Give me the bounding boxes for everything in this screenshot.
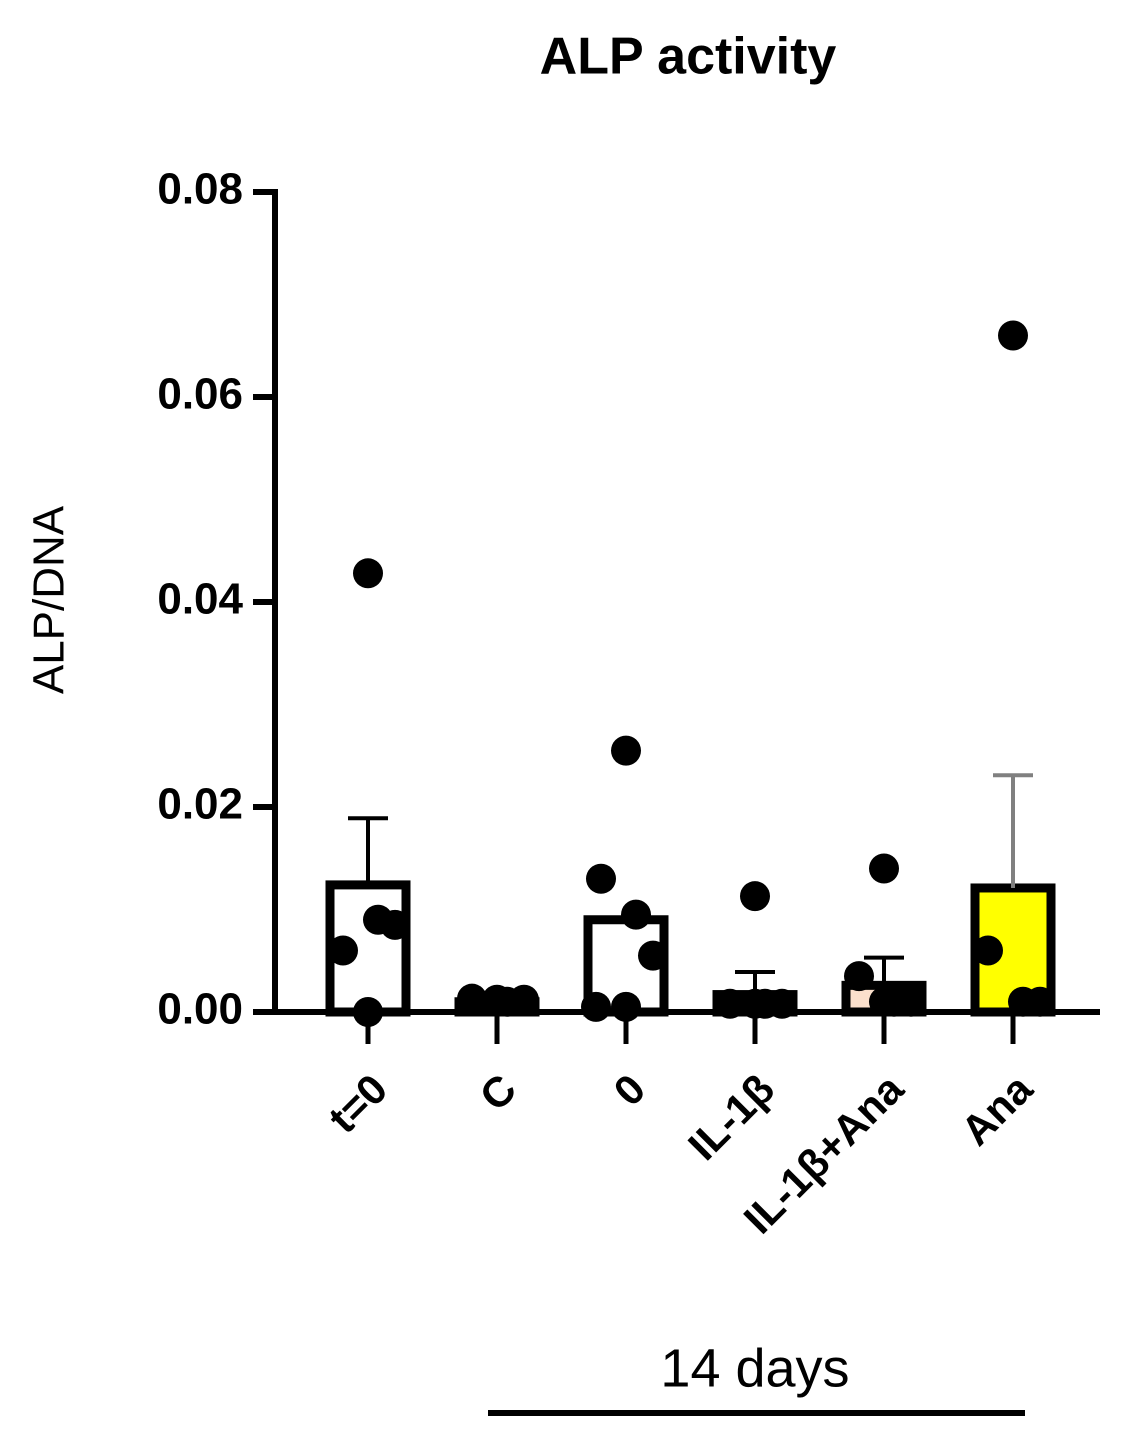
data-point xyxy=(328,935,358,966)
data-point xyxy=(740,881,770,912)
x-tick-label: 0 xyxy=(604,1065,654,1115)
data-point xyxy=(715,988,745,1019)
x-tick-label: IL-1β xyxy=(679,1065,783,1169)
data-point xyxy=(611,991,641,1022)
data-point xyxy=(1025,986,1055,1017)
data-point xyxy=(638,940,668,971)
error-bar xyxy=(348,816,388,885)
data-point xyxy=(896,986,926,1017)
x-tick-label: t=0 xyxy=(319,1065,396,1142)
data-point xyxy=(973,935,1003,966)
y-tick-label: 0.00 xyxy=(157,985,243,1034)
x-tick-label: Ana xyxy=(952,1065,1042,1155)
group-label: 14 days xyxy=(660,1338,849,1398)
y-tick-label: 0.06 xyxy=(157,370,243,419)
data-point xyxy=(767,988,797,1019)
data-point xyxy=(581,991,611,1022)
data-point xyxy=(869,986,899,1017)
data-point xyxy=(740,988,770,1019)
y-tick-label: 0.04 xyxy=(157,575,243,624)
data-point xyxy=(353,997,383,1027)
y-tick-label: 0.02 xyxy=(157,780,243,829)
error-bar xyxy=(864,955,904,986)
data-point xyxy=(611,735,641,766)
data-point xyxy=(380,909,410,940)
data-point xyxy=(353,558,383,589)
data-point xyxy=(998,320,1028,351)
data-point xyxy=(844,961,874,992)
y-axis-label: ALP/DNA xyxy=(25,505,74,694)
chart-title: ALP activity xyxy=(540,28,837,86)
data-point xyxy=(586,863,616,894)
y-tick-label: 0.08 xyxy=(157,165,243,214)
data-point xyxy=(457,983,487,1014)
data-point xyxy=(621,899,651,930)
x-tick-label: C xyxy=(471,1065,526,1120)
data-point xyxy=(509,984,539,1015)
data-point xyxy=(482,985,512,1016)
error-bar xyxy=(993,773,1033,888)
data-point xyxy=(869,853,899,884)
